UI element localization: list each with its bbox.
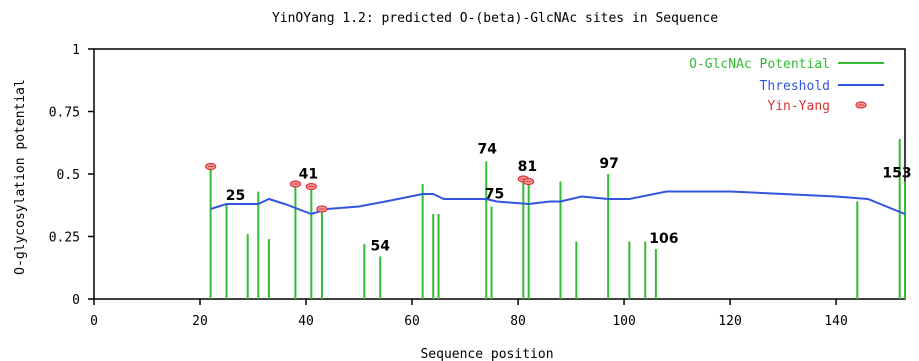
position-annotation: 54 [370, 239, 390, 255]
potential-stems [209, 139, 906, 299]
legend-swatch [855, 101, 867, 109]
x-tick-label: 100 [612, 314, 635, 329]
x-tick-label: 20 [192, 314, 208, 329]
threshold-polyline [210, 190, 906, 216]
chart-title: YinOYang 1.2: predicted O-(beta)-GlcNAc … [272, 11, 718, 26]
y-tick-label: 0.75 [49, 106, 80, 121]
position-annotations: 25 41 54 74 75 81 97 106 153 [226, 142, 912, 255]
yin-yang-markers [205, 162, 535, 213]
x-tick-label: 0 [90, 314, 98, 329]
position-annotation: 75 [485, 187, 504, 203]
position-annotation: 41 [299, 167, 318, 183]
y-tick-label: 0 [72, 293, 80, 308]
y-axis-label: O-glycosylation potential [13, 79, 28, 275]
position-annotation: 74 [478, 142, 498, 158]
y-tick-label: 0.25 [49, 231, 80, 246]
legend-label: Yin-Yang [767, 99, 830, 114]
x-tick-label: 120 [718, 314, 741, 329]
yin-yang-marker [305, 182, 317, 191]
legend-label: O-GlcNAc Potential [689, 57, 830, 72]
threshold-line [210, 190, 906, 216]
yin-yang-marker [205, 162, 217, 171]
yin-yang-marker [289, 180, 302, 188]
yin-yang-marker [316, 205, 328, 213]
position-annotation: 97 [599, 156, 618, 172]
legend-label: Threshold [760, 79, 830, 94]
x-tick-label: 80 [510, 314, 526, 329]
x-tick-label: 60 [404, 314, 420, 329]
position-annotation: 25 [226, 188, 245, 204]
position-annotation: 81 [518, 159, 537, 175]
position-annotation: 106 [649, 231, 678, 247]
y-tick-label: 0.5 [57, 168, 80, 183]
legend: O-GlcNAc Potential Threshold Yin-Yang [689, 57, 884, 114]
x-axis-label: Sequence position [420, 347, 553, 361]
axis-ticks: 0 20 40 60 80 100 120 140 0 0.25 0.5 0.75 1 [49, 43, 848, 329]
position-annotation: 153 [882, 166, 911, 182]
x-tick-label: 40 [298, 314, 314, 329]
yin-yang-marker [523, 177, 535, 186]
y-tick-label: 1 [72, 43, 80, 58]
x-tick-label: 140 [824, 314, 847, 329]
